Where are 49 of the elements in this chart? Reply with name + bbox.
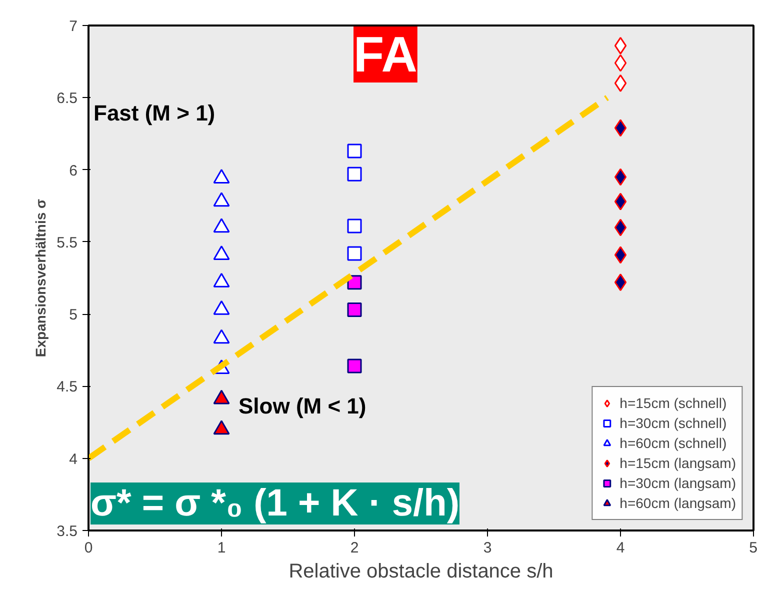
point — [347, 246, 362, 261]
point — [347, 302, 362, 317]
legend-label: h=15cm (langsam) — [620, 454, 736, 472]
point — [213, 218, 230, 233]
point — [614, 36, 627, 54]
point — [213, 390, 230, 404]
point — [213, 169, 230, 184]
y-tick-label: 5.5 — [56, 234, 78, 252]
point — [614, 54, 627, 72]
point — [347, 166, 362, 182]
y-tick-label: 3.5 — [56, 523, 78, 540]
y-axis-title: Expansionsverhältnis σ — [32, 198, 49, 358]
x-axis-title: Relative obstacle distance s/h — [288, 560, 554, 582]
point — [213, 246, 230, 260]
point — [347, 218, 362, 234]
annotation: Fast (M > 1) — [94, 100, 216, 126]
y-tick-label: 5 — [69, 306, 78, 324]
x-tick-label: 1 — [217, 540, 226, 556]
y-tick-label: 6.5 — [56, 90, 78, 108]
x-tick-label: 4 — [616, 540, 625, 556]
x-tick-label: 0 — [84, 540, 93, 556]
point — [213, 192, 230, 207]
x-tick-label: 3 — [483, 540, 492, 556]
legend-label: h=15cm (schnell) — [620, 394, 727, 412]
y-tick-label: 4.5 — [56, 378, 78, 396]
y-tick-label: 7 — [69, 18, 78, 35]
legend-label: h=30cm (langsam) — [620, 474, 736, 492]
annotation: σ* = σ *₀ (1 + K · s/h) — [90, 482, 460, 524]
point — [614, 246, 627, 264]
point — [213, 272, 230, 288]
point — [614, 119, 627, 137]
y-tick-label: 6 — [69, 162, 78, 180]
point — [614, 192, 627, 210]
legend-label: h=60cm (langsam) — [620, 494, 736, 512]
point — [213, 329, 230, 344]
point — [614, 74, 627, 92]
y-tick-label: 4 — [69, 450, 78, 468]
x-tick-label: 2 — [350, 540, 359, 556]
annotation: Slow (M < 1) — [238, 394, 366, 418]
point — [347, 144, 362, 158]
point — [614, 218, 627, 236]
legend-label: h=60cm (schnell) — [620, 434, 727, 452]
point — [614, 168, 627, 186]
point — [213, 300, 230, 315]
point — [213, 420, 230, 435]
annotation: FA — [354, 26, 418, 82]
legend-label: h=30cm (schnell) — [620, 414, 727, 432]
x-tick-label: 5 — [749, 540, 757, 556]
point — [614, 274, 627, 292]
